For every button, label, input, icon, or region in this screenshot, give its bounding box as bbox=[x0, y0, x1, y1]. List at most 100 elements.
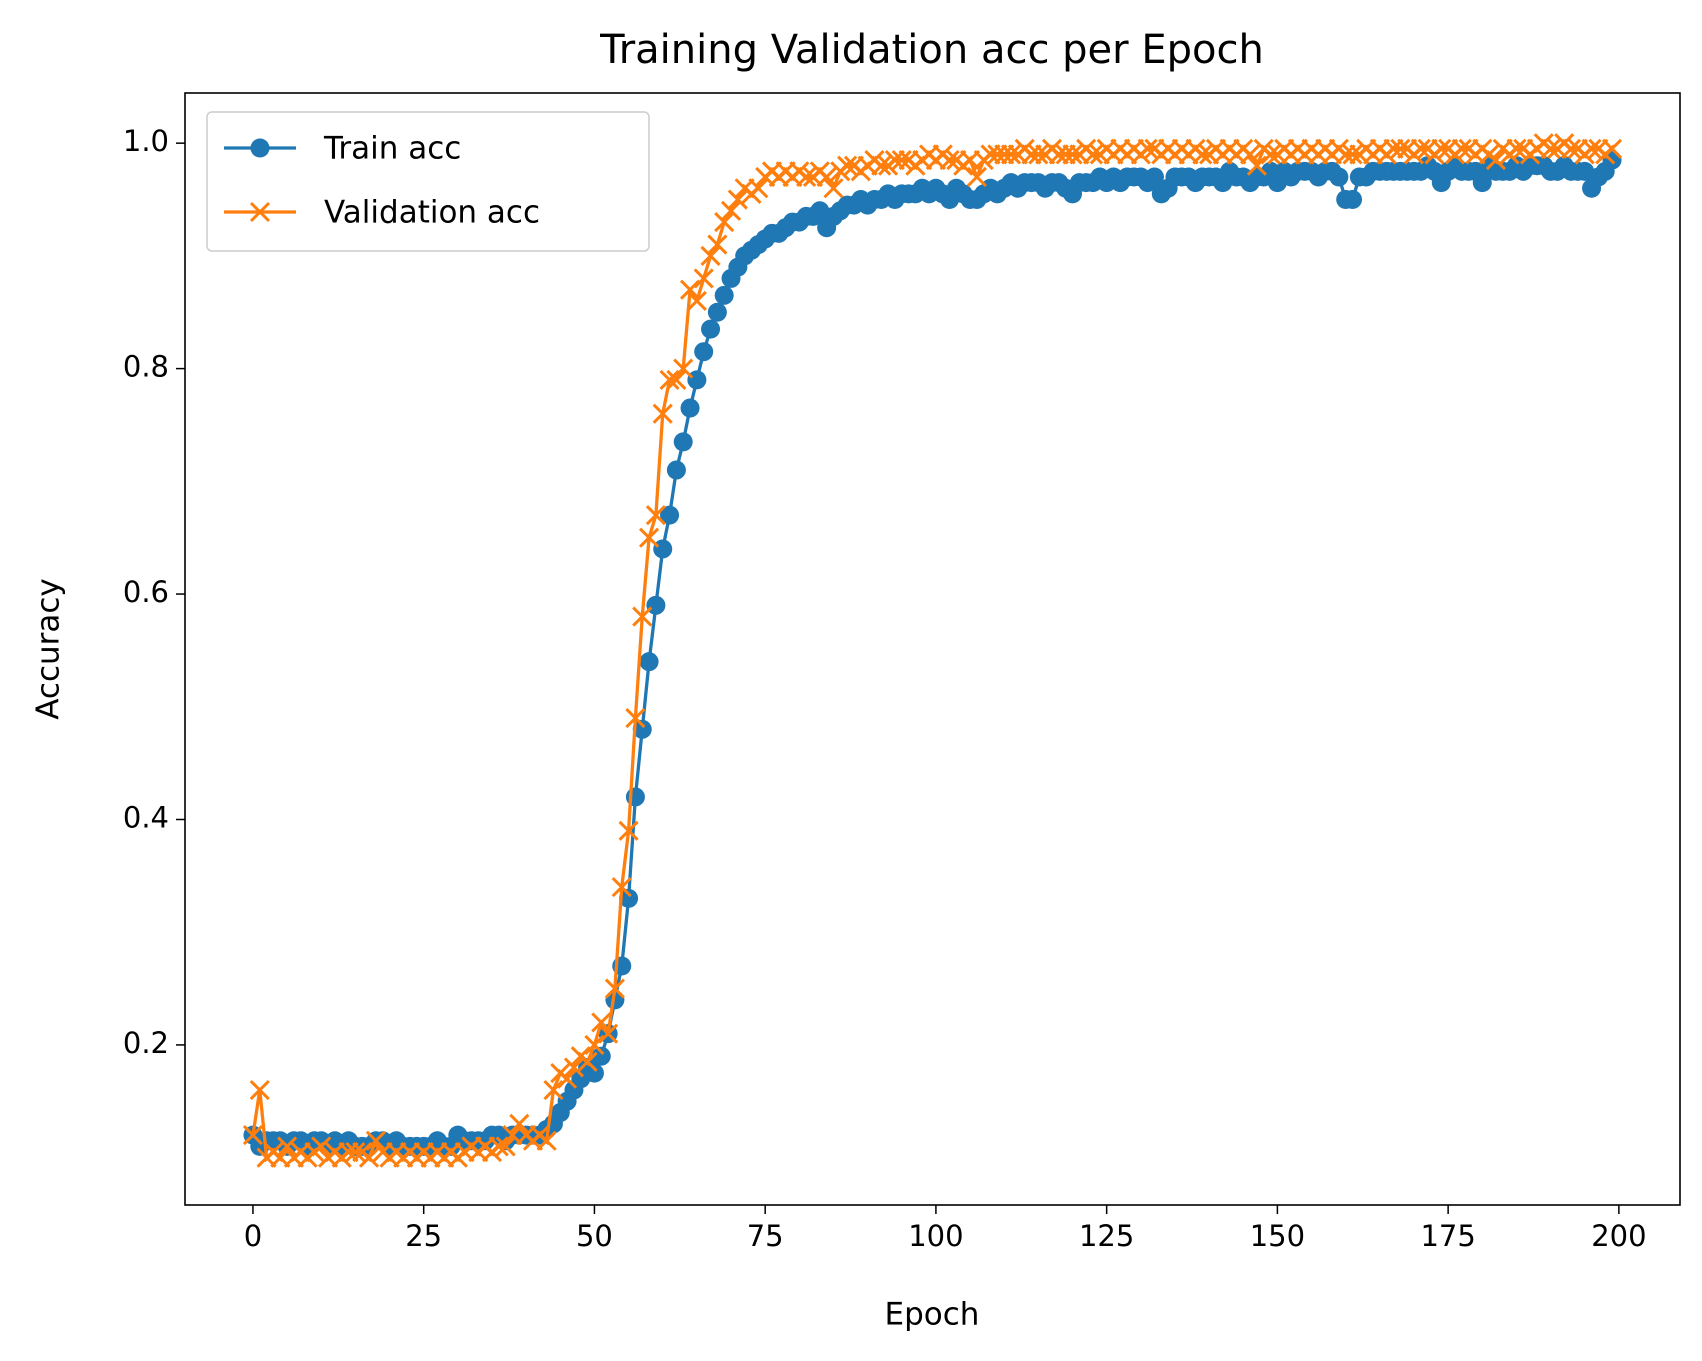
point bbox=[966, 166, 987, 188]
point bbox=[277, 1136, 298, 1157]
point bbox=[707, 302, 727, 322]
legend-box bbox=[206, 111, 650, 252]
legend-marker bbox=[250, 138, 270, 158]
point bbox=[1540, 138, 1561, 159]
point bbox=[1343, 190, 1363, 210]
point bbox=[1506, 138, 1527, 159]
point bbox=[673, 358, 694, 379]
point bbox=[1581, 138, 1602, 159]
point bbox=[1485, 150, 1507, 171]
point bbox=[823, 178, 844, 199]
point bbox=[816, 166, 837, 188]
point bbox=[687, 370, 707, 390]
x-tick-label: 25 bbox=[405, 1219, 442, 1253]
x-tick-label: 175 bbox=[1420, 1219, 1475, 1253]
point bbox=[625, 707, 646, 729]
point bbox=[1240, 144, 1261, 165]
point bbox=[693, 268, 714, 289]
y-axis-label: Accuracy bbox=[31, 578, 67, 720]
point bbox=[659, 369, 680, 390]
point bbox=[727, 189, 748, 210]
point bbox=[577, 1051, 598, 1072]
chart-title: Training Validation acc per Epoch bbox=[599, 27, 1264, 73]
legend-label: Train acc bbox=[323, 131, 461, 167]
point bbox=[536, 1130, 557, 1151]
point bbox=[939, 150, 960, 171]
point bbox=[891, 150, 912, 171]
point bbox=[673, 432, 693, 452]
point bbox=[679, 279, 701, 300]
point bbox=[1137, 138, 1158, 159]
point bbox=[242, 1125, 264, 1146]
x-tick-label: 50 bbox=[576, 1219, 613, 1253]
point bbox=[871, 155, 892, 176]
point bbox=[618, 820, 639, 841]
point bbox=[557, 1068, 578, 1089]
legend-label: Validation acc bbox=[324, 195, 540, 231]
point bbox=[1246, 155, 1267, 176]
x-tick-label: 0 bbox=[244, 1219, 262, 1253]
point bbox=[837, 155, 858, 176]
x-tick-label: 200 bbox=[1591, 1219, 1646, 1253]
y-tick-label: 0.4 bbox=[123, 800, 169, 834]
series bbox=[242, 133, 1623, 1168]
point bbox=[1390, 138, 1411, 159]
point bbox=[1431, 138, 1452, 159]
point bbox=[1561, 138, 1582, 159]
point bbox=[646, 595, 666, 615]
point bbox=[720, 200, 742, 221]
point bbox=[311, 1136, 332, 1157]
point bbox=[1410, 138, 1431, 159]
point bbox=[1000, 144, 1022, 165]
point bbox=[680, 398, 700, 418]
point bbox=[639, 652, 659, 672]
point bbox=[707, 234, 728, 255]
point bbox=[632, 606, 653, 627]
point bbox=[563, 1057, 585, 1078]
legend: Train acc Validation acc bbox=[206, 111, 650, 252]
y-tick-label: 0.8 bbox=[123, 350, 169, 384]
point bbox=[598, 1023, 619, 1044]
x-tick-label: 100 bbox=[908, 1219, 963, 1253]
point bbox=[591, 1012, 612, 1033]
point bbox=[365, 1130, 386, 1151]
x-tick-label: 75 bbox=[747, 1219, 784, 1253]
point bbox=[495, 1136, 516, 1157]
point bbox=[660, 505, 680, 525]
point bbox=[714, 212, 735, 233]
point bbox=[249, 1079, 270, 1101]
point bbox=[1601, 138, 1623, 159]
point bbox=[584, 1063, 604, 1083]
point bbox=[1062, 144, 1083, 165]
point bbox=[796, 166, 817, 188]
point bbox=[1472, 173, 1492, 193]
y-tick-label: 1.0 bbox=[123, 124, 169, 158]
point bbox=[666, 460, 686, 480]
point bbox=[1028, 144, 1049, 165]
point bbox=[1144, 167, 1164, 187]
point bbox=[604, 978, 625, 999]
point bbox=[748, 178, 769, 199]
point bbox=[1342, 144, 1363, 165]
point bbox=[358, 1147, 380, 1168]
legend-marker bbox=[249, 201, 271, 223]
y-tick-label: 0.6 bbox=[123, 575, 169, 609]
x-tick-label: 150 bbox=[1250, 1219, 1305, 1253]
point bbox=[666, 369, 687, 390]
point bbox=[1260, 144, 1281, 165]
point bbox=[645, 505, 666, 526]
point bbox=[700, 245, 721, 266]
point bbox=[1082, 144, 1104, 165]
point bbox=[345, 1141, 366, 1163]
point bbox=[652, 403, 673, 424]
point bbox=[701, 319, 721, 339]
point bbox=[509, 1113, 530, 1134]
point bbox=[591, 1046, 611, 1066]
x-tick-label: 125 bbox=[1079, 1219, 1134, 1253]
point bbox=[1329, 167, 1349, 187]
point bbox=[694, 342, 714, 362]
point bbox=[488, 1136, 509, 1157]
plot-frame bbox=[184, 92, 1681, 1206]
point bbox=[619, 888, 639, 908]
